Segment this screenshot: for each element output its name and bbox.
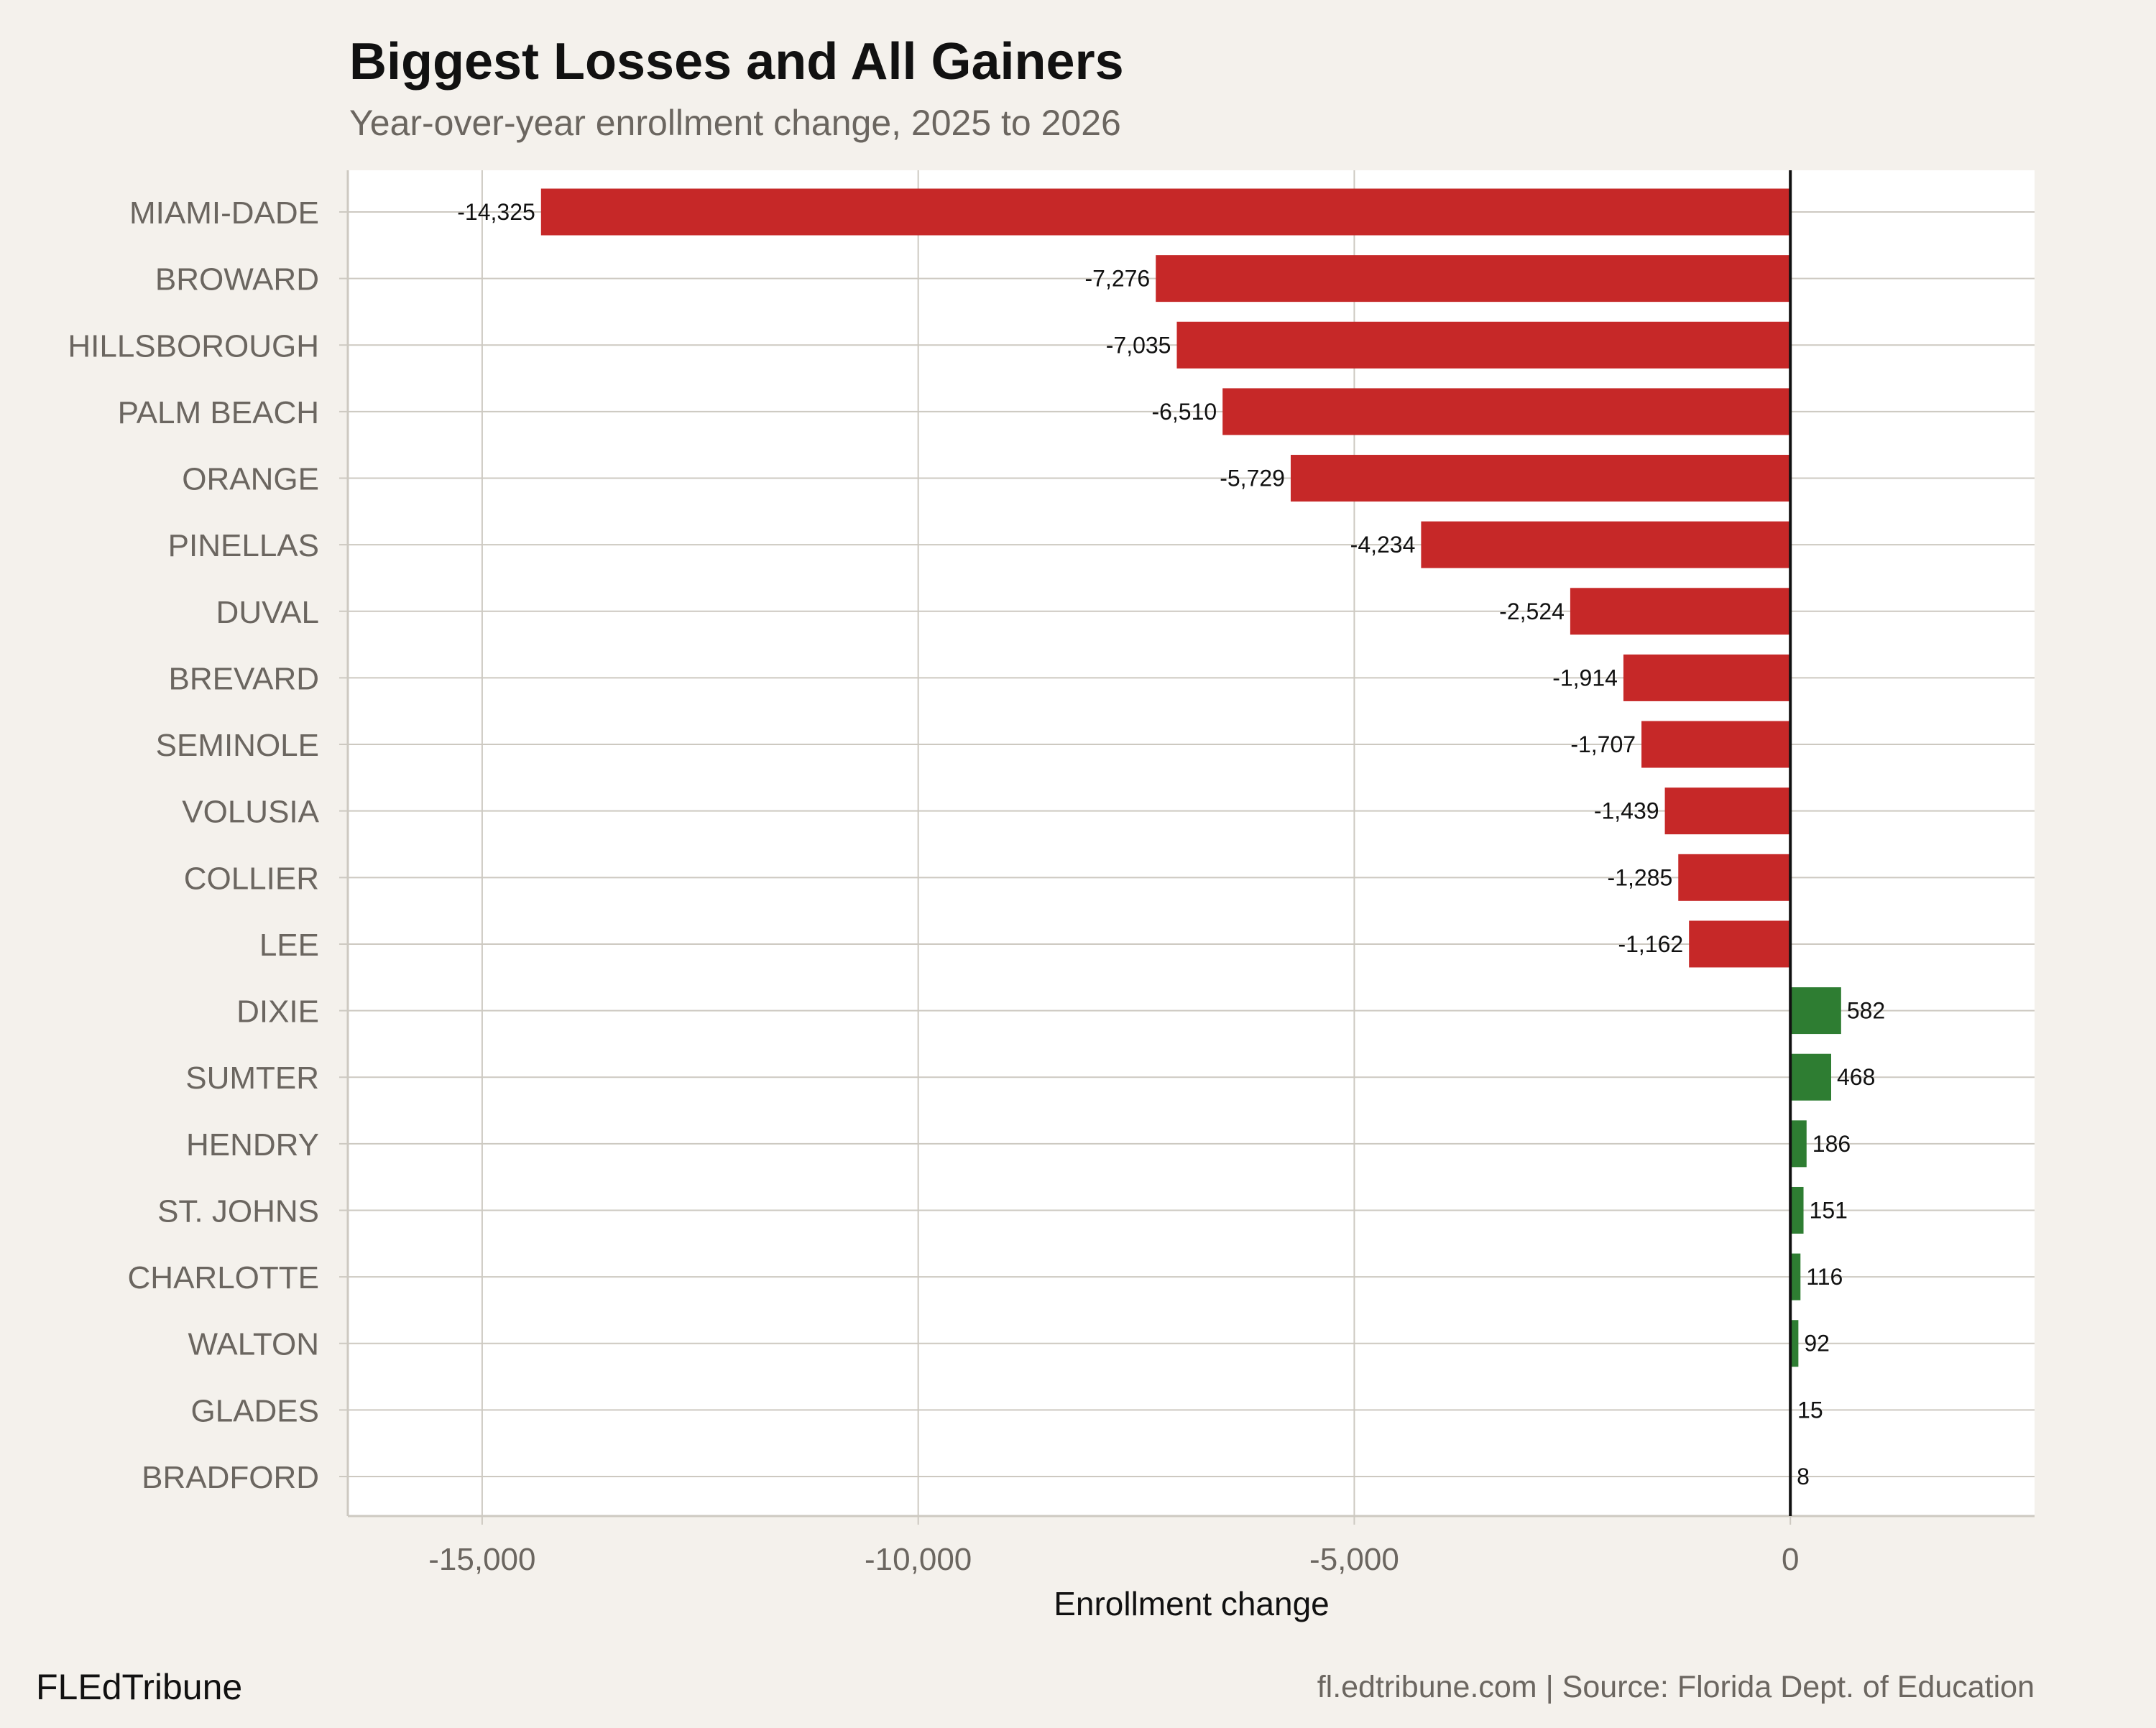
data-label: -1,439	[1594, 798, 1659, 824]
data-label: -7,276	[1084, 266, 1150, 292]
bar	[1421, 521, 1791, 568]
data-label: 116	[1806, 1264, 1843, 1290]
footer-source: fl.edtribune.com | Source: Florida Dept.…	[1317, 1670, 2035, 1704]
bar	[1156, 255, 1791, 302]
data-label: -1,162	[1618, 931, 1683, 957]
data-label: 8	[1797, 1464, 1810, 1489]
x-axis-title: Enrollment change	[1054, 1585, 1330, 1622]
category-label: VOLUSIA	[182, 795, 319, 830]
category-label: DIXIE	[236, 994, 319, 1030]
category-label: PALM BEACH	[118, 395, 319, 430]
category-label: DUVAL	[216, 595, 319, 630]
category-label: COLLIER	[184, 861, 319, 896]
category-label: SUMTER	[185, 1061, 319, 1096]
bar	[1570, 588, 1791, 635]
bar	[1790, 1120, 1807, 1168]
category-label: BREVARD	[169, 661, 319, 696]
bar	[1790, 1053, 1832, 1101]
bar	[1790, 1253, 1801, 1300]
data-label: -14,325	[457, 199, 535, 225]
category-label: ORANGE	[182, 462, 319, 497]
category-label: LEE	[259, 928, 319, 963]
data-label: -7,035	[1106, 332, 1171, 358]
data-label: 92	[1804, 1331, 1830, 1357]
data-label: 582	[1847, 998, 1885, 1024]
bar	[540, 188, 1791, 236]
category-label: WALTON	[188, 1327, 319, 1362]
category-label: BROWARD	[155, 262, 319, 297]
data-label: 15	[1797, 1397, 1823, 1423]
bar	[1790, 1320, 1799, 1367]
x-tick-label: -5,000	[1309, 1542, 1399, 1577]
plot-panel	[348, 170, 2035, 1516]
category-label: PINELLAS	[168, 528, 319, 563]
x-tick-label: -10,000	[865, 1542, 972, 1577]
footer-brand: FLEdTribune	[36, 1667, 242, 1707]
data-label: 468	[1837, 1064, 1875, 1090]
data-label: -2,524	[1499, 599, 1565, 624]
category-label: SEMINOLE	[156, 728, 319, 763]
data-label: -6,510	[1151, 399, 1217, 425]
chart-title: Biggest Losses and All Gainers	[349, 33, 1124, 91]
data-label: -4,234	[1350, 532, 1416, 558]
category-label: BRADFORD	[142, 1460, 319, 1495]
data-label: -1,914	[1552, 665, 1618, 690]
bar	[1290, 455, 1791, 502]
bar	[1176, 321, 1791, 369]
data-label: 186	[1812, 1131, 1851, 1157]
bar	[1790, 1186, 1804, 1234]
category-label: GLADES	[190, 1393, 319, 1428]
category-label: MIAMI-DADE	[129, 195, 319, 231]
bar	[1641, 721, 1791, 768]
bar	[1623, 654, 1791, 701]
bar	[1689, 920, 1791, 968]
category-label: HILLSBOROUGH	[68, 328, 319, 364]
category-label: ST. JOHNS	[157, 1193, 319, 1229]
data-label: -5,729	[1220, 466, 1285, 491]
x-tick-label: 0	[1782, 1542, 1799, 1577]
chart-subtitle: Year-over-year enrollment change, 2025 t…	[349, 103, 1121, 143]
bar	[1678, 854, 1791, 901]
data-label: 151	[1810, 1197, 1848, 1223]
data-label: -1,707	[1570, 731, 1636, 757]
x-tick-label: -15,000	[428, 1542, 535, 1577]
bar	[1222, 388, 1791, 435]
bar	[1790, 987, 1841, 1035]
bar	[1664, 787, 1791, 835]
category-label: CHARLOTTE	[128, 1260, 319, 1295]
data-label: -1,285	[1608, 864, 1673, 890]
category-label: HENDRY	[186, 1127, 319, 1163]
